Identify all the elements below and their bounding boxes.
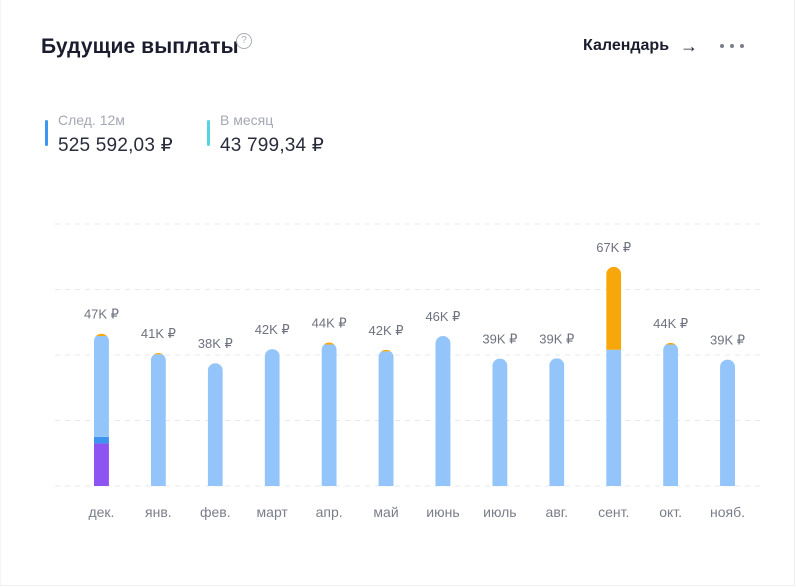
- bar-segment-base: [720, 359, 736, 486]
- more-dot: [740, 44, 744, 48]
- x-tick-label: апр.: [316, 504, 343, 520]
- bar-segment-extra: [663, 342, 679, 345]
- x-tick-label: янв.: [145, 504, 172, 520]
- bar-value-label: 39K ₽: [482, 332, 517, 347]
- x-tick-label: нояб.: [710, 504, 745, 520]
- arrow-right-icon: →: [680, 36, 699, 56]
- bar-value-label: 41K ₽: [141, 326, 176, 341]
- x-tick-label: июль: [483, 504, 516, 520]
- bar-segment-base: [549, 358, 565, 486]
- bar-segment-base: [150, 354, 166, 486]
- bar-value-label: 39K ₽: [710, 333, 745, 348]
- stat-marker: [207, 120, 210, 146]
- x-tick-label: май: [373, 504, 398, 520]
- x-tick-label: июнь: [426, 504, 459, 520]
- bar-segment-base: [606, 349, 622, 486]
- stat-label: В месяц: [220, 112, 274, 128]
- x-tick-label: март: [257, 504, 289, 520]
- bar-segment-blue: [93, 436, 109, 444]
- question-icon[interactable]: ?: [236, 33, 252, 49]
- x-tick-label: окт.: [659, 504, 682, 520]
- bar-segment-base: [663, 344, 679, 486]
- x-tick-label: сент.: [598, 504, 629, 520]
- calendar-link[interactable]: Календарь →: [583, 37, 698, 55]
- bar-value-label: 67K ₽: [596, 240, 631, 255]
- bar-value-label: 47K ₽: [84, 307, 119, 322]
- x-tick-label: авг.: [546, 504, 569, 520]
- stat-value: 43 799,34 ₽: [220, 135, 325, 156]
- bar-value-label: 44K ₽: [312, 316, 347, 331]
- bar-value-label: 38K ₽: [198, 336, 233, 351]
- stat-label: След. 12м: [58, 112, 125, 128]
- calendar-link-label: Календарь: [583, 37, 670, 54]
- stat-value: 525 592,03 ₽: [58, 135, 173, 156]
- bar-segment-base: [435, 336, 451, 486]
- bar-segment-extra: [321, 342, 337, 345]
- bar-segment-base: [492, 358, 508, 486]
- bar-segment-base: [378, 351, 394, 486]
- bar-segment-base: [93, 336, 109, 437]
- bar-segment-base: [207, 363, 223, 486]
- more-icon[interactable]: [720, 36, 744, 56]
- x-tick-label: дек.: [88, 504, 114, 520]
- bar-value-label: 42K ₽: [255, 322, 290, 337]
- bar-segment-extra: [150, 353, 166, 355]
- bar-segment-extra: [606, 266, 622, 350]
- bar-segment-extra: [93, 333, 109, 337]
- bar-segment-base: [321, 344, 337, 486]
- more-dot: [720, 44, 724, 48]
- stat-marker: [45, 120, 48, 146]
- page-title: Будущие выплаты: [41, 35, 239, 58]
- x-tick-label: фев.: [200, 504, 231, 520]
- bar-value-label: 44K ₽: [653, 316, 688, 331]
- bar-segment-extra: [378, 349, 394, 352]
- bar-segment-purple: [93, 443, 109, 486]
- bar-value-label: 42K ₽: [369, 323, 404, 338]
- bar-value-label: 39K ₽: [539, 331, 574, 346]
- more-dot: [730, 44, 734, 48]
- bar-value-label: 46K ₽: [425, 309, 460, 324]
- bar-segment-base: [264, 349, 280, 486]
